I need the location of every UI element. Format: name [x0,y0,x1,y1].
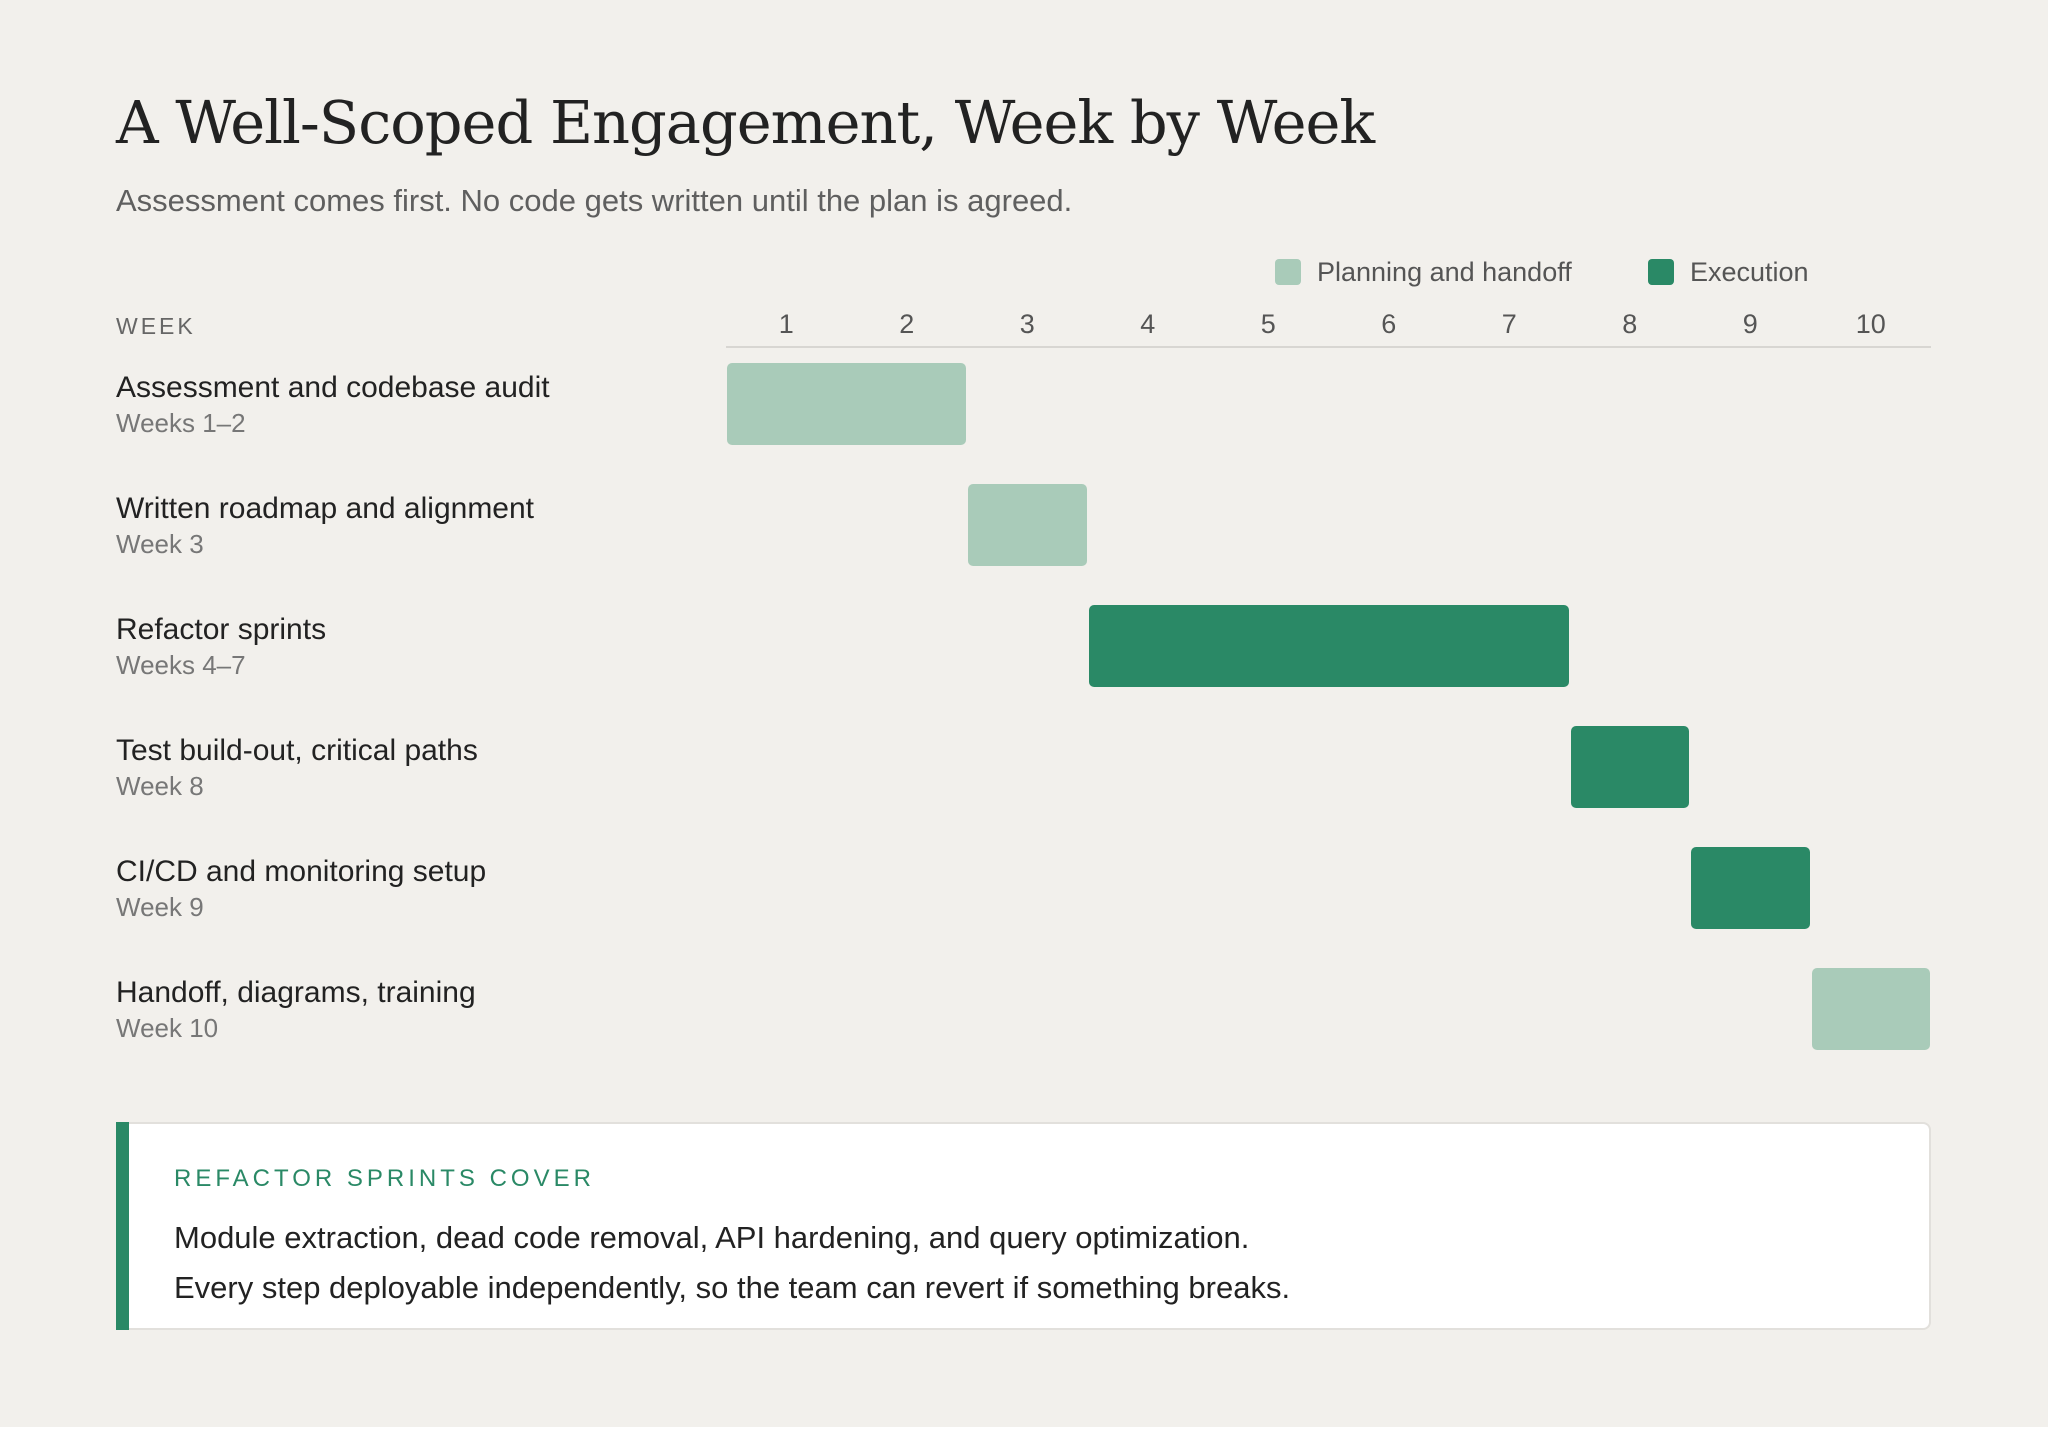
gantt-bar-planning [968,484,1087,566]
chart-subtitle: Assessment comes first. No code gets wri… [116,183,1073,218]
legend-item-execution: Execution [1648,255,1809,289]
gantt-bar-execution [1088,605,1569,687]
week-axis-header: WEEK [116,313,196,339]
task-name: Refactor sprints [116,613,327,646]
week-tick-label: 8 [1622,309,1638,339]
note-heading: REFACTOR SPRINTS COVER [174,1165,595,1192]
week-tick-label: 5 [1260,309,1276,339]
gantt-bar-planning [1811,968,1930,1050]
task-name: Written roadmap and alignment [116,492,535,525]
task-weeks-label: Weeks 1–2 [116,408,246,438]
week-tick-label: 10 [1855,309,1886,339]
gantt-bar-execution [1570,726,1689,808]
gantt-bar-planning [727,363,966,445]
note-accent-bar [116,1122,129,1330]
task-name: Assessment and codebase audit [116,371,550,404]
task-name: Test build-out, critical paths [116,734,478,767]
gantt-bar-execution [1691,847,1810,929]
week-tick-label: 4 [1140,309,1156,339]
legend-swatch [1275,259,1301,285]
week-tick-label: 3 [1019,309,1035,339]
week-tick-label: 7 [1501,309,1517,339]
week-tick-label: 2 [899,309,915,339]
task-weeks-label: Week 9 [116,892,204,922]
week-tick-label: 9 [1742,309,1758,339]
week-tick-label: 6 [1381,309,1397,339]
task-name: CI/CD and monitoring setup [116,855,487,888]
task-weeks-label: Week 10 [116,1013,219,1043]
note-line: Every step deployable independently, so … [174,1270,1291,1305]
axis-line [726,346,1931,348]
legend-item-planning: Planning and handoff [1275,255,1572,289]
chart-title: A Well-Scoped Engagement, Week by Week [116,88,1375,157]
task-weeks-label: Weeks 4–7 [116,650,246,680]
week-tick-label: 1 [778,309,794,339]
task-weeks-label: Week 8 [116,771,204,801]
note-line: Module extraction, dead code removal, AP… [174,1220,1250,1255]
note-card: REFACTOR SPRINTS COVER Module extraction… [116,1122,1931,1330]
task-name: Handoff, diagrams, training [116,976,476,1009]
legend-label: Planning and handoff [1317,256,1572,287]
task-weeks-label: Week 3 [116,529,204,559]
legend-swatch [1648,259,1674,285]
legend-label: Execution [1690,256,1809,287]
